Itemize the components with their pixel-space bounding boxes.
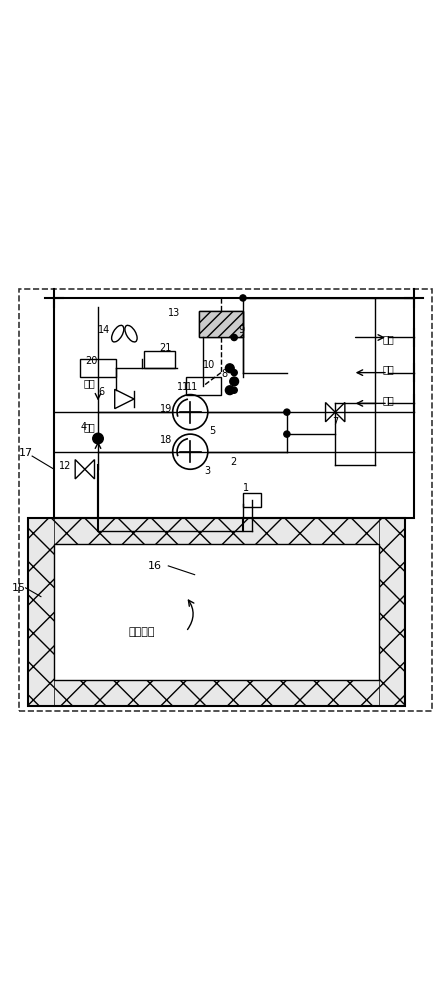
- Text: 20: 20: [85, 356, 97, 366]
- Text: 5: 5: [209, 426, 215, 436]
- Text: 16: 16: [148, 561, 162, 571]
- Circle shape: [284, 409, 290, 415]
- Polygon shape: [85, 460, 95, 479]
- Bar: [80, 359, 116, 377]
- Bar: [28, 518, 405, 544]
- Text: 10: 10: [203, 360, 216, 370]
- Polygon shape: [75, 460, 85, 479]
- Text: 21: 21: [160, 343, 172, 353]
- Circle shape: [173, 395, 208, 430]
- Text: 供水: 供水: [382, 365, 394, 375]
- Text: 17: 17: [19, 448, 33, 458]
- Polygon shape: [115, 389, 134, 409]
- Bar: [199, 311, 243, 337]
- Text: 9: 9: [239, 325, 245, 335]
- Text: 水流方向: 水流方向: [129, 627, 155, 637]
- Text: 1: 1: [243, 483, 249, 493]
- Bar: [28, 518, 405, 706]
- Circle shape: [284, 431, 290, 437]
- Bar: [28, 518, 54, 706]
- Circle shape: [225, 364, 234, 373]
- Bar: [199, 311, 243, 337]
- Text: 回水: 回水: [382, 334, 394, 344]
- Bar: [379, 518, 405, 706]
- Text: 11: 11: [177, 382, 189, 392]
- Text: 11: 11: [186, 382, 198, 392]
- Text: 4: 4: [80, 422, 87, 432]
- Bar: [54, 544, 379, 680]
- Text: 15: 15: [12, 583, 26, 593]
- Polygon shape: [335, 402, 345, 422]
- Ellipse shape: [112, 325, 124, 342]
- Text: 出水: 出水: [84, 378, 95, 388]
- Bar: [54, 298, 414, 518]
- Text: 8: 8: [221, 369, 227, 379]
- Circle shape: [225, 386, 234, 395]
- Circle shape: [231, 387, 237, 393]
- Text: 3: 3: [205, 466, 211, 476]
- Bar: [199, 311, 243, 337]
- Text: 7: 7: [332, 417, 338, 427]
- Bar: [28, 680, 405, 706]
- Text: 19: 19: [160, 404, 172, 414]
- Circle shape: [230, 377, 239, 386]
- Bar: [186, 377, 221, 395]
- Text: 14: 14: [98, 325, 110, 335]
- Bar: [243, 493, 260, 507]
- Circle shape: [173, 434, 208, 469]
- Ellipse shape: [125, 325, 137, 342]
- Polygon shape: [326, 402, 335, 422]
- Text: 2: 2: [230, 457, 236, 467]
- Bar: [144, 351, 175, 368]
- Circle shape: [93, 433, 103, 444]
- Text: 13: 13: [168, 308, 180, 318]
- Text: 12: 12: [58, 461, 71, 471]
- Text: 补水: 补水: [84, 422, 95, 432]
- Text: 18: 18: [160, 435, 172, 445]
- Circle shape: [240, 295, 246, 301]
- Text: 排水: 排水: [382, 395, 394, 405]
- FancyArrowPatch shape: [187, 600, 194, 630]
- Circle shape: [231, 370, 237, 376]
- Text: 6: 6: [98, 387, 104, 397]
- Circle shape: [231, 334, 237, 341]
